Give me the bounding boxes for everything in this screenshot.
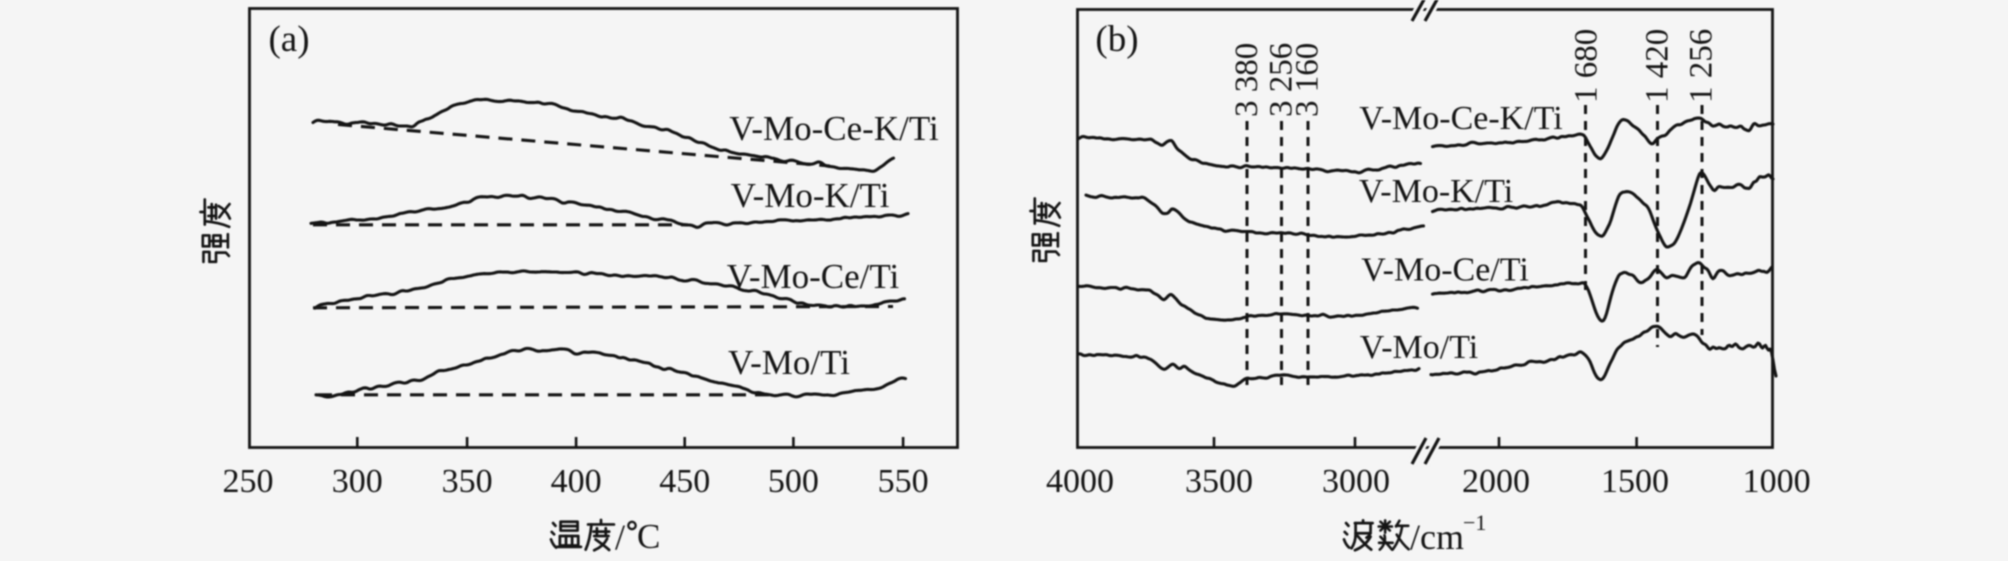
svg-text:250: 250	[223, 463, 274, 500]
svg-text:(a): (a)	[268, 19, 309, 60]
svg-text:1 680: 1 680	[1569, 29, 1605, 103]
svg-text:V-Mo-Ce-K/Ti: V-Mo-Ce-K/Ti	[1359, 100, 1562, 137]
svg-text:300: 300	[332, 463, 383, 500]
svg-text:2000: 2000	[1462, 463, 1530, 500]
svg-text:1 420: 1 420	[1640, 29, 1676, 103]
svg-text:V-Mo-Ce/Ti: V-Mo-Ce/Ti	[727, 257, 900, 296]
svg-text:1 256: 1 256	[1684, 29, 1720, 103]
svg-text:350: 350	[442, 463, 493, 500]
svg-text:3 256: 3 256	[1264, 43, 1300, 117]
svg-text:V-Mo-K/Ti: V-Mo-K/Ti	[1359, 173, 1513, 210]
svg-text:500: 500	[768, 463, 819, 500]
svg-text:3500: 3500	[1185, 463, 1253, 500]
svg-text:/cm: /cm	[1410, 517, 1464, 556]
svg-text:V-Mo-K/Ti: V-Mo-K/Ti	[731, 176, 890, 215]
svg-text:V-Mo-Ce/Ti: V-Mo-Ce/Ti	[1361, 252, 1529, 289]
svg-text:/: /	[615, 517, 625, 556]
svg-text:1000: 1000	[1743, 463, 1811, 500]
svg-text:V-Mo-Ce-K/Ti: V-Mo-Ce-K/Ti	[729, 109, 939, 148]
svg-text:1500: 1500	[1601, 463, 1669, 500]
svg-text:C: C	[637, 517, 660, 556]
svg-text:450: 450	[659, 463, 710, 500]
svg-text:−1: −1	[1463, 510, 1486, 535]
svg-text:3000: 3000	[1322, 463, 1390, 500]
svg-text:V-Mo/Ti: V-Mo/Ti	[728, 343, 850, 382]
svg-text:V-Mo/Ti: V-Mo/Ti	[1360, 329, 1478, 366]
svg-text:3 160: 3 160	[1290, 43, 1326, 117]
svg-text:400: 400	[551, 463, 602, 500]
svg-text:3 380: 3 380	[1229, 43, 1265, 117]
svg-text:550: 550	[878, 463, 929, 500]
svg-text:4000: 4000	[1046, 463, 1114, 500]
svg-text:(b): (b)	[1095, 19, 1138, 60]
